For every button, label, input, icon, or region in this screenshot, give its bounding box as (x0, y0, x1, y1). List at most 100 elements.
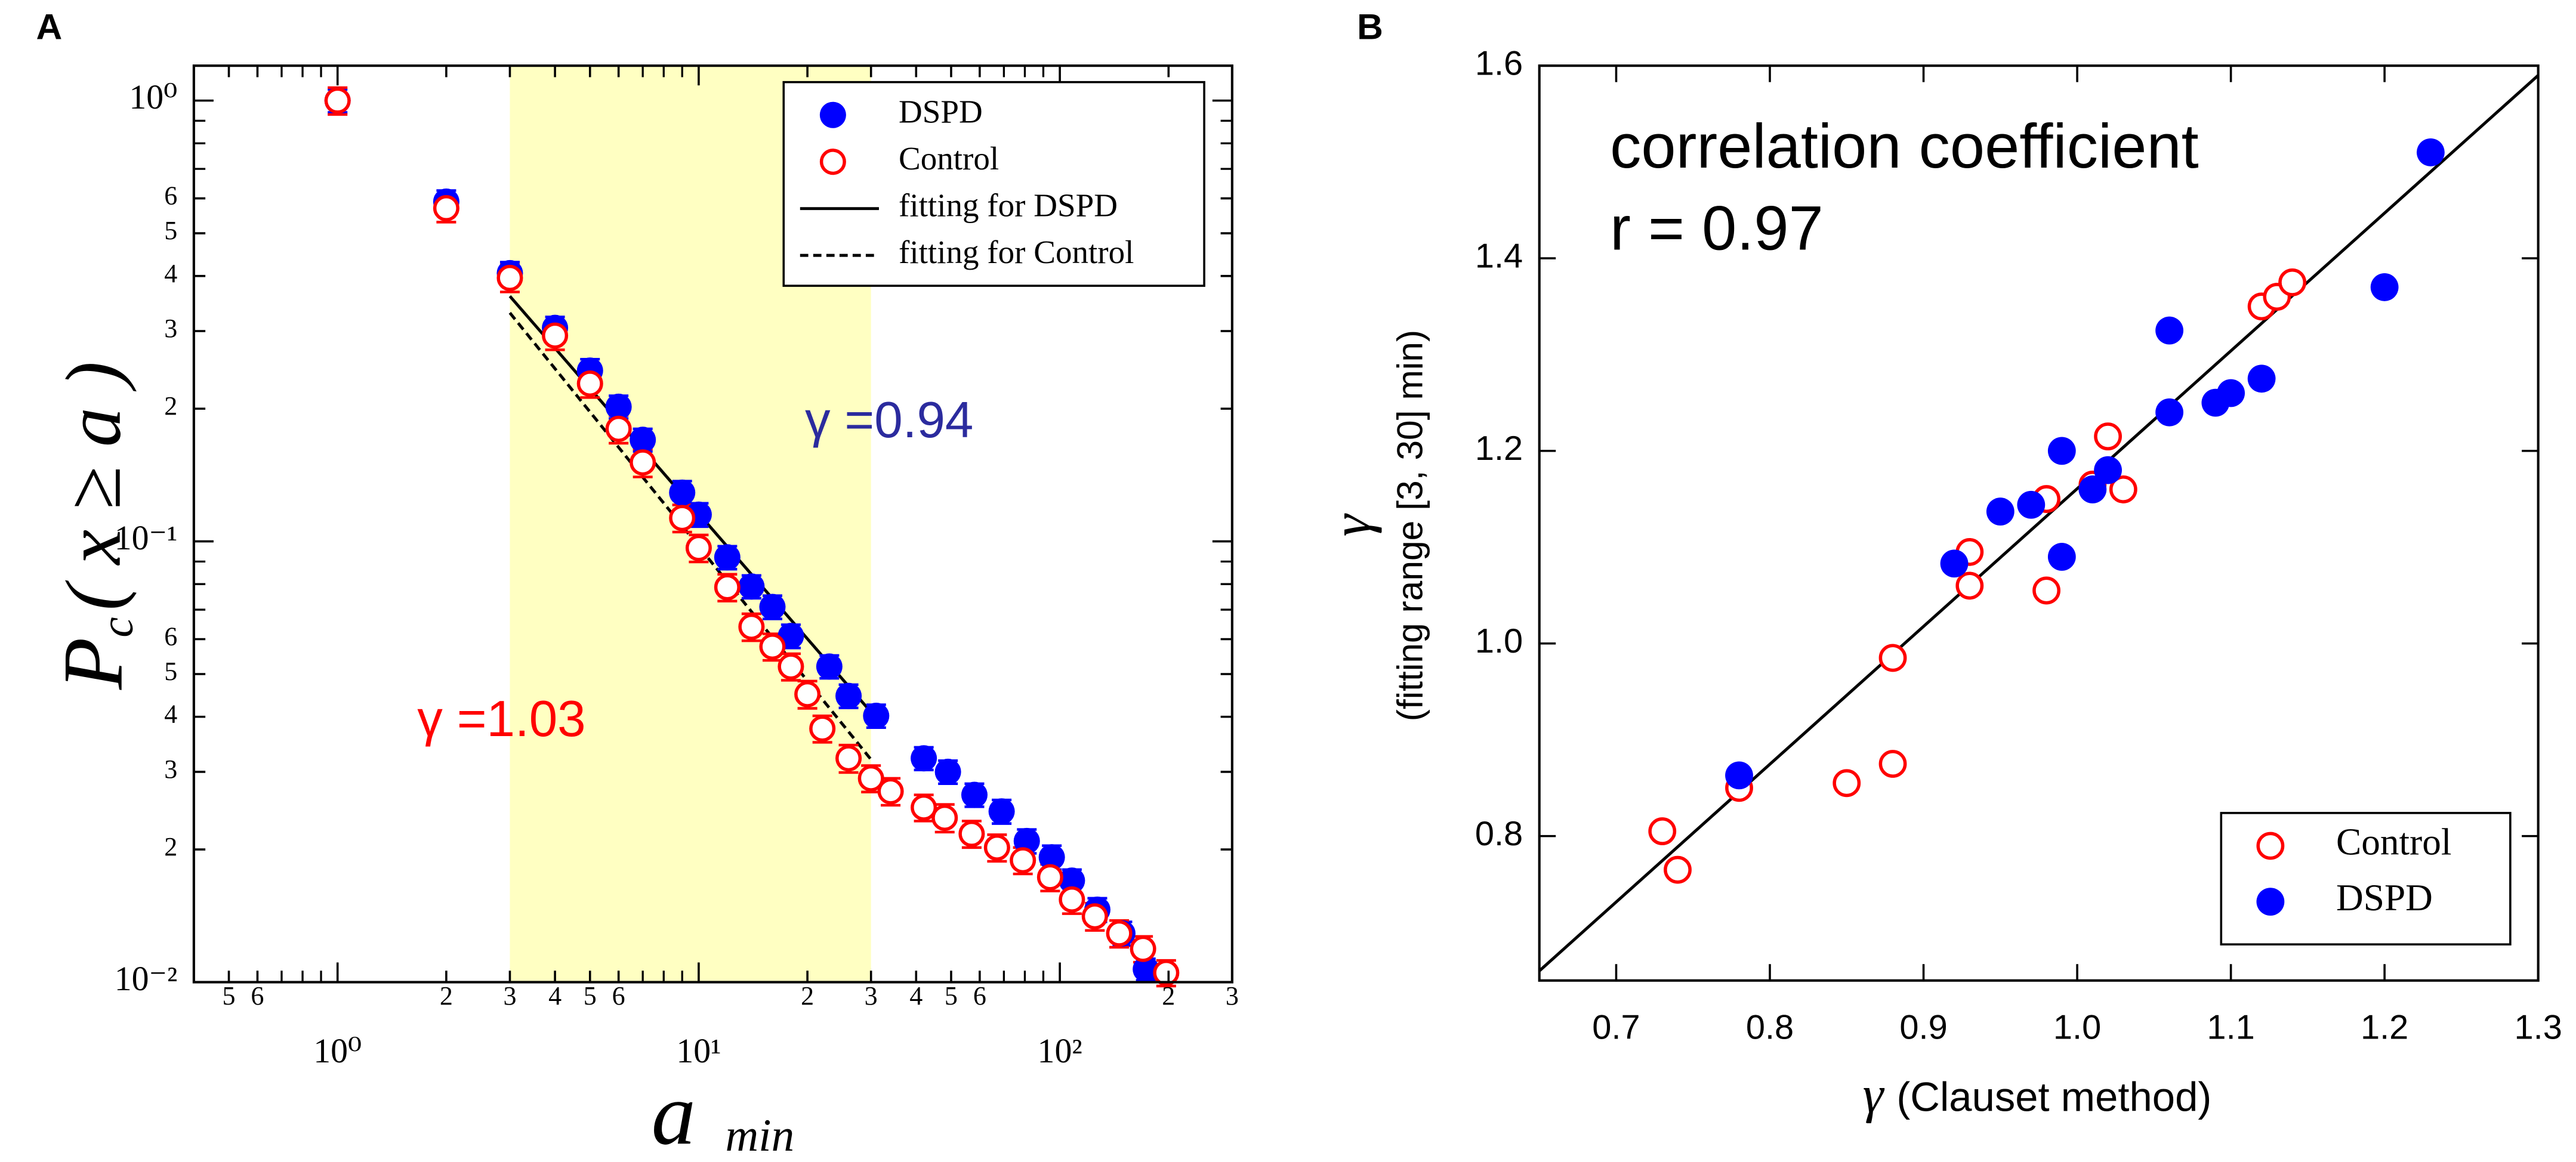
data-point (931, 804, 958, 831)
data-point (669, 479, 696, 506)
data-point (542, 322, 569, 349)
data-point (2094, 422, 2122, 451)
data-point (2155, 316, 2184, 345)
x-tick-label: 10² (1038, 1031, 1082, 1070)
x-tick-label: 5 (945, 981, 958, 1010)
x-tick-label: 1.2 (2361, 1009, 2408, 1047)
data-point (2417, 138, 2445, 166)
data-point (1038, 844, 1065, 871)
fit-line (1539, 74, 2538, 972)
legend-label: DSPD (899, 93, 983, 129)
x-label-main: a (652, 1065, 696, 1162)
x-tick-label: 0.7 (1592, 1009, 1640, 1047)
x-tick-label: 0.9 (1899, 1009, 1947, 1047)
y-axis-symbol: γ (1321, 514, 1383, 537)
data-point (1081, 903, 1108, 930)
data-point (685, 534, 712, 561)
panel-label: A (36, 7, 63, 47)
data-point (1036, 864, 1063, 891)
y-tick-label: 2 (164, 832, 177, 861)
data-point (1955, 571, 1984, 600)
plot-frame (192, 64, 1233, 984)
x-label-text: (Clauset method) (1896, 1074, 2211, 1120)
data-point (714, 574, 741, 601)
legend-marker (819, 149, 846, 175)
data-point (433, 195, 459, 222)
data-point (1010, 847, 1036, 874)
data-point (863, 702, 890, 730)
y-tick-label: 6 (164, 181, 177, 211)
y-tick-label: 5 (164, 657, 177, 686)
data-point (738, 613, 765, 640)
data-point (1878, 750, 1907, 778)
x-tick-label: 3 (503, 981, 516, 1010)
data-point (1153, 959, 1180, 986)
data-point (496, 264, 523, 291)
data-point (911, 794, 937, 821)
data-point (816, 653, 843, 680)
data-point (1106, 920, 1133, 947)
y-tick-label: 3 (164, 755, 177, 784)
data-point (1648, 817, 1677, 845)
legend-label: fitting for DSPD (899, 187, 1118, 223)
x-tick-label: 4 (548, 981, 562, 1010)
data-point (2278, 268, 2307, 296)
legend-marker (2256, 888, 2285, 916)
legend-label: DSPD (2336, 877, 2433, 919)
data-point (324, 87, 351, 114)
x-tick-label: 6 (973, 981, 986, 1010)
data-point (1059, 886, 1085, 913)
x-tick-label: 5 (223, 981, 236, 1010)
x-label-sub: min (726, 1110, 795, 1161)
y-tick-label: 1.6 (1475, 44, 1523, 82)
data-point (2247, 364, 2276, 393)
data-point (958, 820, 985, 847)
data-point (961, 781, 988, 808)
data-point (1130, 935, 1156, 962)
x-tick-label: 6 (251, 981, 264, 1010)
legend-label: fitting for Control (899, 234, 1134, 270)
data-point (877, 778, 904, 805)
data-point (835, 682, 862, 709)
data-point (2047, 437, 2076, 465)
data-point (759, 594, 786, 620)
data-point (2109, 475, 2137, 503)
x-tick-label: 3 (865, 981, 878, 1010)
data-point (857, 765, 884, 792)
x-tick-label: 0.8 (1746, 1009, 1794, 1047)
y-tick-label: 1.0 (1475, 622, 1523, 660)
data-point (983, 834, 1010, 861)
x-axis-label: a min (652, 1065, 795, 1162)
data-point (2155, 398, 2184, 427)
data-point (934, 758, 961, 785)
x-tick-label: 10¹ (676, 1031, 721, 1070)
y-tick-label: 0.8 (1475, 815, 1523, 853)
x-tick-label: 2 (440, 981, 453, 1010)
data-point (809, 715, 836, 742)
data-point (2217, 379, 2245, 407)
x-tick-label: 3 (1226, 981, 1239, 1010)
data-point (988, 798, 1015, 825)
data-point (2032, 576, 2060, 605)
x-tick-label: 6 (612, 981, 625, 1010)
x-axis-label: γ (Clauset method) (1863, 1066, 2212, 1124)
data-point (1664, 855, 1692, 884)
data-point (1832, 769, 1861, 798)
data-point (759, 633, 786, 660)
x-tick-label: 2 (801, 981, 814, 1010)
data-point (2094, 456, 2122, 484)
x-tick-label: 4 (909, 981, 923, 1010)
x-tick-label: 2 (1162, 981, 1175, 1010)
data-point (835, 745, 862, 772)
annotation: γ =0.94 (805, 392, 973, 449)
data-point (1133, 956, 1159, 982)
data-point (1878, 644, 1907, 672)
legend-box (782, 81, 1205, 287)
y-label-rest: ( x ≥ a ) (50, 361, 137, 610)
y-tick-label: 10⁻² (115, 959, 178, 998)
data-point (2078, 475, 2107, 503)
y-tick-label: 1.4 (1475, 237, 1523, 275)
data-point (911, 745, 937, 772)
x-tick-label: 5 (584, 981, 597, 1010)
